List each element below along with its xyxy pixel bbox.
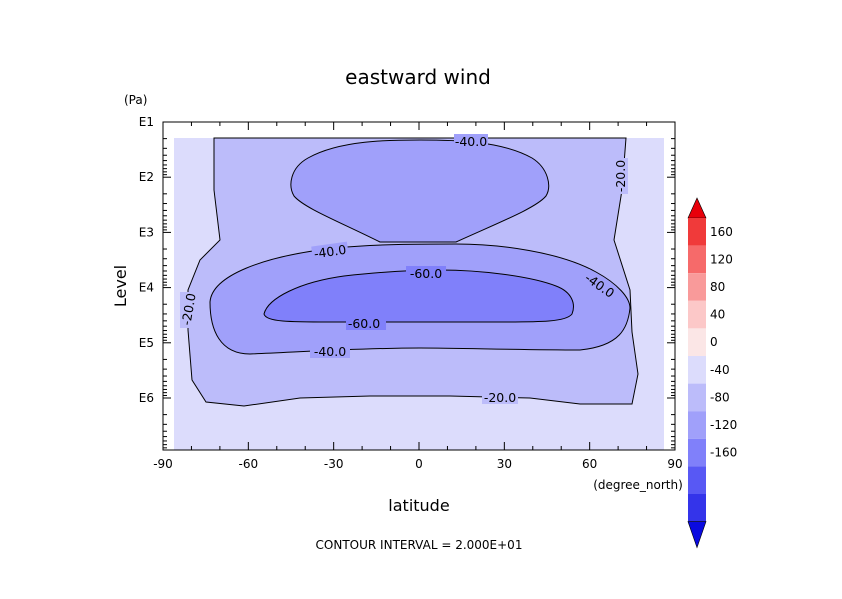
contour-label: -20.0 bbox=[484, 390, 516, 405]
contour-interval-text: CONTOUR INTERVAL = 2.000E+01 bbox=[316, 538, 523, 552]
colorbar-swatch bbox=[688, 466, 706, 494]
contour-label: -20.0 bbox=[178, 292, 198, 327]
colorbar-swatch bbox=[688, 494, 706, 522]
x-tick-label: 60 bbox=[582, 457, 597, 471]
colorbar-swatch bbox=[688, 218, 706, 246]
colorbar-swatch bbox=[688, 328, 706, 356]
colorbar-label: 0 bbox=[710, 335, 718, 349]
colorbar-label: -160 bbox=[710, 446, 737, 460]
colorbar-label: 120 bbox=[710, 252, 733, 266]
y-tick-label: E4 bbox=[139, 281, 154, 295]
contour-region-minus40-upper bbox=[290, 139, 550, 243]
y-axis-label: Level bbox=[111, 265, 130, 307]
colorbar-swatch bbox=[688, 245, 706, 274]
colorbar-label: -120 bbox=[710, 418, 737, 432]
colorbar-label: 160 bbox=[710, 225, 733, 239]
colorbar-arrow-bottom bbox=[687, 521, 707, 549]
colorbar-swatch bbox=[688, 411, 706, 439]
contour-region-minus60 bbox=[263, 269, 574, 323]
x-tick-label: -90 bbox=[153, 457, 173, 471]
plot-title: eastward wind bbox=[345, 65, 491, 89]
colorbar-arrow-top bbox=[687, 197, 707, 219]
x-axis: -90 -60 -30 0 30 60 90 bbox=[153, 122, 683, 471]
y-tick-label: E3 bbox=[139, 225, 154, 239]
colorbar-label: -80 bbox=[710, 390, 730, 404]
y-tick-label: E1 bbox=[139, 115, 154, 129]
contour-label: -60.0 bbox=[410, 266, 442, 281]
contour-label: -40.0 bbox=[313, 242, 347, 261]
colorbar-swatch bbox=[688, 273, 706, 301]
y-tick-label: E6 bbox=[139, 391, 154, 405]
contour-label: -40.0 bbox=[314, 344, 346, 359]
y-tick-label: E5 bbox=[139, 336, 154, 350]
y-axis: E1 E2 E3 E4 E5 E6 bbox=[139, 115, 675, 449]
x-unit-label: (degree_north) bbox=[593, 478, 683, 492]
contour-label: -20.0 bbox=[613, 160, 628, 192]
colorbar: 160 120 80 40 0 -40 -80 -120 -160 bbox=[687, 197, 737, 549]
contour-label: -40.0 bbox=[455, 134, 487, 149]
colorbar-label: 80 bbox=[710, 280, 725, 294]
x-tick-label: 30 bbox=[497, 457, 512, 471]
y-tick-label: E2 bbox=[139, 170, 154, 184]
colorbar-label: 40 bbox=[710, 308, 725, 322]
x-tick-label: -30 bbox=[324, 457, 344, 471]
y-unit-label: (Pa) bbox=[124, 93, 147, 107]
colorbar-swatch bbox=[688, 438, 706, 467]
x-tick-label: -60 bbox=[239, 457, 259, 471]
contour-label: -60.0 bbox=[348, 316, 380, 331]
x-tick-label: 90 bbox=[667, 457, 682, 471]
x-tick-label: 0 bbox=[415, 457, 423, 471]
x-axis-label: latitude bbox=[388, 496, 449, 515]
colorbar-swatch bbox=[688, 383, 706, 412]
colorbar-swatch bbox=[688, 300, 706, 329]
colorbar-swatch bbox=[688, 356, 706, 384]
colorbar-label: -40 bbox=[710, 363, 730, 377]
